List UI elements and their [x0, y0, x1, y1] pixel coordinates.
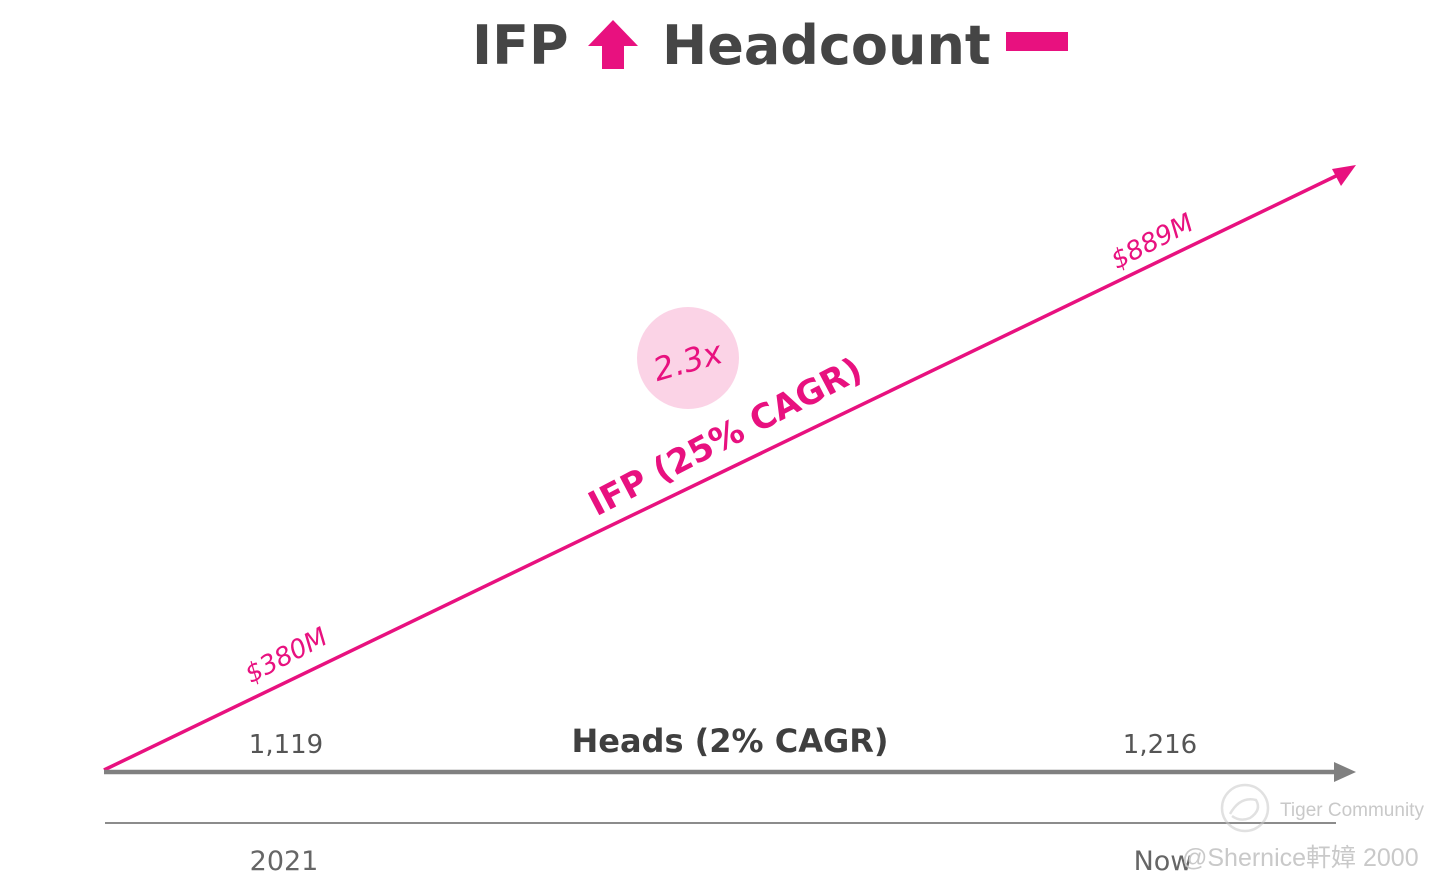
title-headcount: Headcount — [662, 14, 991, 77]
x-tick-now: Now — [1134, 846, 1193, 877]
heads-series-label: Heads (2% CAGR) — [571, 722, 888, 760]
ifp-series-line — [103, 173, 1339, 772]
tiger-logo-icon — [1220, 783, 1270, 833]
heads-arrowhead — [1334, 762, 1356, 782]
flat-dash-icon — [1006, 32, 1068, 51]
heads-value-2021: 1,119 — [249, 730, 323, 760]
multiplier-badge — [637, 307, 739, 409]
ifp-value-2021: $380M — [240, 622, 332, 690]
x-tick-2021: 2021 — [250, 846, 319, 877]
up-arrow-icon — [588, 20, 638, 69]
watermark-brand: Tiger Community — [1280, 800, 1424, 821]
heads-value-now: 1,216 — [1123, 730, 1197, 760]
ifp-arrowhead — [1332, 165, 1356, 186]
watermark-handle: @Shernice軒嫜 2000 — [1182, 844, 1419, 872]
title-ifp: IFP — [472, 14, 569, 77]
